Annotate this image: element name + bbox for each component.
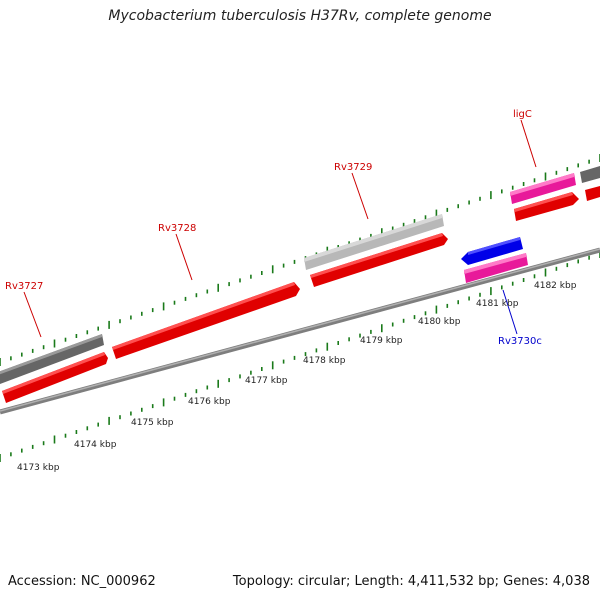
tick-label-4173: 4173 kbp	[17, 463, 60, 473]
feature-rv3730c-cds[interactable]	[461, 237, 523, 265]
reverse-tick-row	[0, 250, 600, 462]
feature-next-gene[interactable]	[580, 166, 600, 183]
feature-rv3730c-rna[interactable]	[464, 253, 528, 283]
tick-label-4180: 4180 kbp	[418, 317, 461, 327]
feature-rv3729-cds[interactable]	[310, 233, 448, 287]
tick-label-4175: 4175 kbp	[131, 418, 174, 428]
tick-label-4174: 4174 kbp	[74, 440, 117, 450]
map-title: Mycobacterium tuberculosis H37Rv, comple…	[108, 8, 492, 24]
gene-label-rv3728: Rv3728	[158, 223, 196, 234]
gene-label-ligc: ligC	[513, 109, 532, 120]
label-leader-rv3728	[175, 233, 193, 281]
feature-rv3727-gene[interactable]	[0, 334, 104, 384]
forward-tick-row	[0, 154, 600, 366]
label-leader-rv3729	[351, 172, 369, 220]
genome-backbone	[0, 247, 600, 415]
feature-ligc-cds[interactable]	[514, 192, 579, 221]
gene-label-rv3727: Rv3727	[5, 281, 43, 292]
feature-rv3728-cds[interactable]	[112, 282, 300, 359]
label-leader-rv3727	[23, 291, 42, 338]
tick-label-4181: 4181 kbp	[476, 299, 519, 309]
topology-label: Topology: circular; Length: 4,411,532 bp…	[232, 574, 590, 589]
tick-label-4176: 4176 kbp	[188, 397, 231, 407]
tick-label-4178: 4178 kbp	[303, 356, 346, 366]
tick-label-4179: 4179 kbp	[360, 336, 403, 346]
feature-rv3727-cds[interactable]	[2, 352, 108, 403]
feature-rv3729-gene[interactable]	[304, 214, 444, 270]
tick-label-4177: 4177 kbp	[245, 376, 288, 386]
feature-ligc-rna[interactable]	[510, 173, 576, 204]
gene-label-rv3730c: Rv3730c	[498, 336, 542, 347]
label-leader-ligc	[520, 119, 537, 168]
gene-label-rv3729: Rv3729	[334, 162, 372, 173]
label-leader-rv3730c	[502, 289, 518, 335]
tick-label-4182: 4182 kbp	[534, 281, 577, 291]
feature-next-cds[interactable]	[585, 186, 600, 201]
accession-label: Accession: NC_000962	[8, 574, 156, 589]
genome-backbone-highlight	[0, 248, 600, 412]
